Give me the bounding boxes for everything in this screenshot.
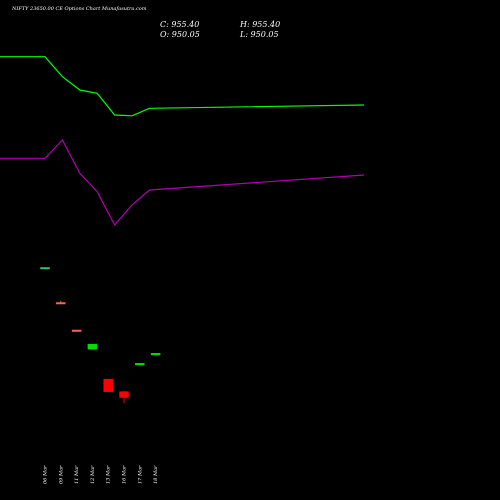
average-line-1 [0,56,365,117]
candle-body-3 [71,329,82,332]
candle-body-2 [56,302,66,305]
x-tick-label: 11 Mar [74,465,80,484]
x-tick-label: 12 Mar [90,465,96,484]
chart-title: NIFTY 23650.00 CE Options Chart Munafasu… [12,6,147,12]
x-tick-label: 16 Mar [122,465,128,484]
x-tick-label: 17 Mar [137,465,143,484]
x-tick-label: 06 Mar [43,465,49,484]
candle-body-1 [40,267,50,270]
candle-body-7 [135,363,145,366]
average-line-2 [0,138,365,227]
open-value: O: 950.05 [160,30,200,39]
candle-body-8 [150,353,161,356]
low-value: L: 950.05 [240,30,279,39]
candle-body-6 [119,391,129,398]
high-value: H: 955.40 [240,20,281,29]
x-tick-label: 18 Mar [153,465,159,484]
candle-body-5 [103,378,113,392]
x-tick-label: 13 Mar [106,465,112,484]
candle-body-4 [87,343,98,350]
x-tick-label: 09 Mar [58,465,64,484]
close-value: C: 955.40 [160,20,200,29]
